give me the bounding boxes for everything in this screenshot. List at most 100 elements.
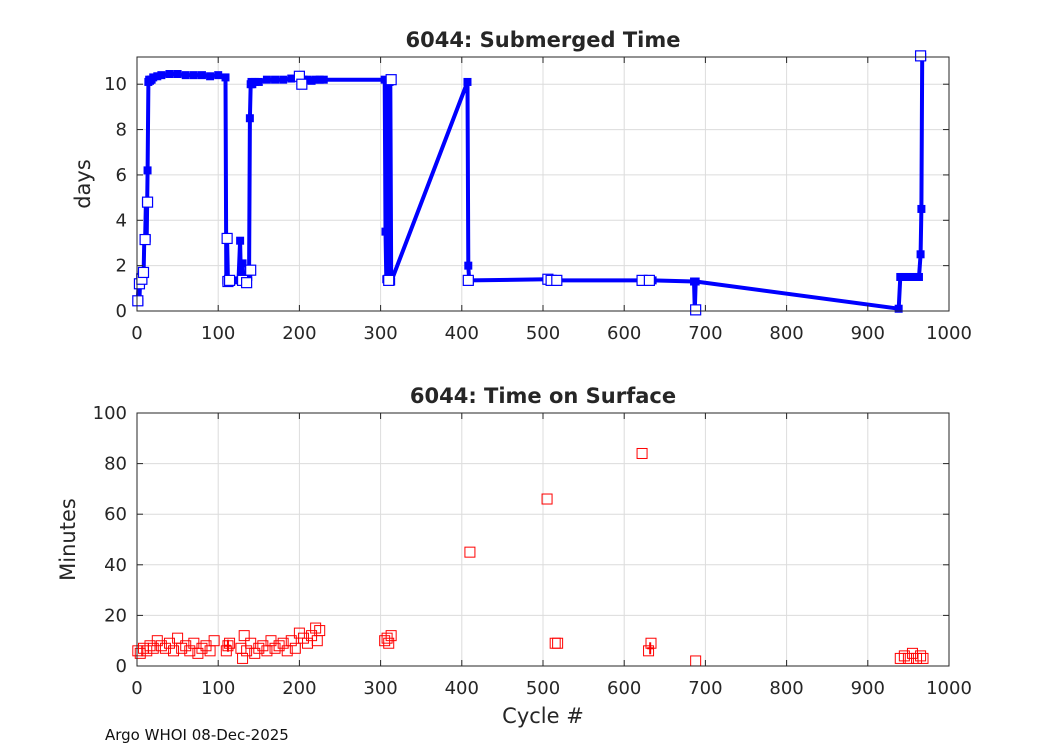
panel2-data-marker bbox=[132, 645, 144, 657]
panel1-data-point bbox=[307, 76, 316, 85]
panel1-data-point bbox=[262, 75, 271, 84]
panel2-x-axis-label: Cycle # bbox=[502, 704, 584, 728]
panel2-data-marker bbox=[898, 650, 910, 662]
panel2-data-marker bbox=[911, 652, 923, 664]
panel2-x-tick-label: 300 bbox=[363, 678, 397, 699]
panel1-data-point bbox=[254, 77, 263, 86]
panel1-marker bbox=[223, 274, 236, 286]
panel2-data-marker bbox=[464, 546, 476, 558]
panel1-marker bbox=[241, 277, 253, 289]
panel2-x-tick-label: 800 bbox=[769, 678, 803, 699]
panel1-y-tick-label: 0 bbox=[116, 301, 127, 322]
panel1-data-point bbox=[908, 272, 917, 281]
panel1-x-tick-label: 400 bbox=[445, 323, 479, 344]
panel2-data-marker bbox=[385, 630, 397, 642]
panel2-x-tick-label: 400 bbox=[445, 678, 479, 699]
panel2-x-tick-label: 900 bbox=[851, 678, 885, 699]
panel1-y-tick-label: 6 bbox=[116, 165, 127, 186]
panel2-data-marker bbox=[894, 652, 906, 664]
panel1-marker bbox=[383, 274, 395, 286]
panel1-data-point bbox=[914, 272, 923, 281]
panel2-data-marker bbox=[541, 493, 553, 505]
panel2-data-marker bbox=[253, 642, 265, 654]
panel1-data-point bbox=[894, 304, 903, 313]
panel2-data-marker bbox=[147, 642, 159, 654]
panel1-marker bbox=[643, 274, 655, 286]
panel2-data-marker bbox=[383, 637, 395, 649]
panel1-data-point bbox=[279, 75, 288, 84]
panel1-data-point bbox=[189, 71, 198, 80]
panel2-data-marker bbox=[917, 652, 929, 664]
panel1-data-point bbox=[245, 114, 254, 123]
panel1-marker bbox=[132, 295, 144, 307]
panel2-data-marker bbox=[241, 645, 253, 657]
panel1-data-point bbox=[464, 261, 473, 270]
panel1-data-point bbox=[236, 236, 245, 245]
panel2-data-marker bbox=[237, 652, 249, 664]
footer-credit: Argo WHOI 08-Dec-2025 bbox=[105, 726, 289, 744]
panel1-data-point bbox=[900, 272, 909, 281]
panel2-y-axis-label: Minutes bbox=[56, 498, 80, 581]
panel1-x-tick-label: 500 bbox=[526, 323, 560, 344]
panel2-x-tick-label: 600 bbox=[607, 678, 641, 699]
panel1-data-point bbox=[463, 77, 472, 86]
panel1-x-tick-label: 200 bbox=[282, 323, 316, 344]
panel2-data-marker bbox=[915, 650, 927, 662]
panel1-y-tick-label: 4 bbox=[116, 210, 127, 231]
panel1-marker bbox=[914, 50, 927, 62]
panel2-data-marker bbox=[238, 630, 250, 642]
panel2-data-marker bbox=[196, 642, 208, 654]
panel2-data-marker bbox=[636, 447, 648, 459]
panel1-data-point bbox=[691, 277, 700, 286]
panel1-data-point bbox=[271, 75, 280, 84]
panel1-marker bbox=[385, 74, 397, 86]
panel2-y-tick-label: 40 bbox=[104, 555, 127, 576]
panel2-x-tick-label: 0 bbox=[131, 678, 142, 699]
panel1-x-tick-label: 100 bbox=[201, 323, 235, 344]
panel1-x-tick-label: 900 bbox=[851, 323, 885, 344]
panel1-marker bbox=[296, 78, 308, 90]
panel1-data-point bbox=[238, 259, 247, 268]
panel1-marker bbox=[551, 274, 563, 286]
panel1-data-point bbox=[917, 204, 926, 213]
panel2-x-tick-label: 200 bbox=[282, 678, 316, 699]
panel1-marker bbox=[221, 232, 233, 245]
panel1-x-tick-label: 1000 bbox=[926, 323, 972, 344]
panel1-marker bbox=[690, 304, 702, 316]
panel2-data-marker bbox=[168, 645, 180, 657]
panel1-y-tick-label: 2 bbox=[116, 256, 127, 277]
panel1-data-point bbox=[221, 73, 230, 82]
panel1-marker bbox=[141, 196, 154, 208]
panel1-marker bbox=[245, 264, 257, 276]
panel1-data-point bbox=[303, 75, 312, 84]
panel1-y-axis-label: days bbox=[71, 159, 95, 209]
panel1-data-point bbox=[315, 75, 324, 84]
panel1-x-tick-label: 300 bbox=[363, 323, 397, 344]
panel2-data-marker bbox=[155, 640, 167, 652]
panel2-title: 6044: Time on Surface bbox=[410, 384, 676, 408]
panel2-x-tick-label: 500 bbox=[526, 678, 560, 699]
panel1-marker bbox=[139, 233, 151, 246]
panel1-data-point bbox=[896, 272, 905, 281]
panel1-data-point bbox=[916, 250, 925, 259]
panel1-data-point bbox=[383, 91, 392, 100]
panel2-data-marker bbox=[285, 635, 297, 647]
panel2-x-tick-label: 1000 bbox=[926, 678, 972, 699]
panel2-data-marker bbox=[208, 635, 220, 647]
panel1-marker bbox=[137, 266, 150, 279]
panel1-x-tick-label: 600 bbox=[607, 323, 641, 344]
panel1-data-point bbox=[904, 272, 913, 281]
panel1-title: 6044: Submerged Time bbox=[405, 28, 680, 52]
panel1-y-tick-label: 8 bbox=[116, 120, 127, 141]
panel1-data-point bbox=[181, 71, 190, 80]
panel2-data-marker bbox=[643, 645, 655, 657]
panel1-data-point bbox=[173, 70, 182, 79]
panel2-data-marker bbox=[289, 642, 301, 654]
panel2-data-marker bbox=[314, 625, 326, 637]
panel2-y-tick-label: 60 bbox=[104, 504, 127, 525]
panel1-data-point bbox=[206, 72, 215, 81]
panel1-marker bbox=[462, 274, 474, 286]
panel2-data-marker bbox=[176, 642, 188, 654]
